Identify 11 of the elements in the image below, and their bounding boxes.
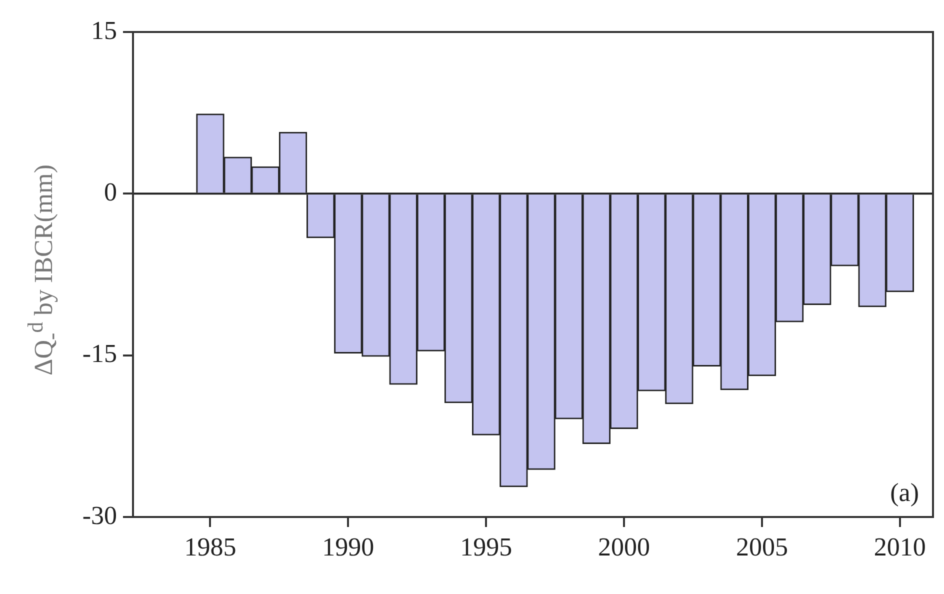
- x-tick-label: 2000: [598, 532, 650, 562]
- y-tick-label: -30: [82, 500, 117, 530]
- x-tick-label: 2005: [736, 532, 788, 562]
- annotation: (a): [890, 478, 919, 507]
- x-tick-label: 1990: [322, 532, 374, 562]
- y-tick-label: 15: [91, 16, 117, 45]
- x-tick-label: 2010: [874, 532, 926, 562]
- x-tick-label: 1995: [460, 532, 512, 562]
- y-tick-label: 0: [104, 177, 117, 206]
- y-tick-label: -15: [82, 339, 117, 368]
- x-tick-label: 1985: [184, 532, 236, 562]
